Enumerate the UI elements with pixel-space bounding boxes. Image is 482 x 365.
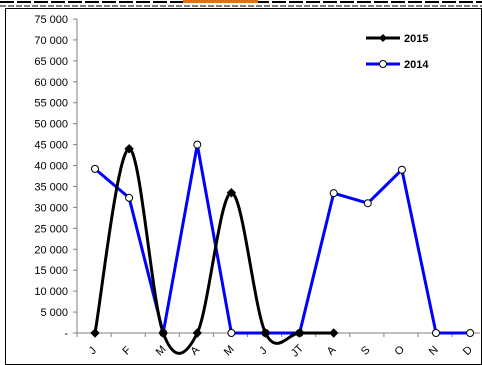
y-tick-label: 35 000 [34,181,68,193]
data-point-2014 [466,329,475,337]
data-point-2014 [397,165,406,174]
y-tick-label: 15 000 [34,265,68,277]
y-tick-label: 40 000 [34,161,68,173]
x-tick-label: S [359,344,373,358]
series-line-2015 [93,147,334,355]
x-tick-label: M [154,343,169,358]
data-point-2014 [329,189,338,198]
data-point-2014 [193,140,202,149]
x-tick-label: F [120,344,133,357]
y-tick-label: 70 000 [34,35,68,47]
data-point-2015 [124,144,134,154]
legend-marker-2015 [379,34,387,42]
x-tick-label: D [461,344,475,358]
y-tick-label: 75 000 [34,14,68,26]
y-tick-label: 65 000 [34,56,68,68]
x-tick-label: JT [289,342,306,359]
x-tick-label: N [427,344,441,358]
data-point-2014 [227,329,236,337]
y-tick-label: 10 000 [34,286,68,298]
series-layer [90,140,475,355]
legend-marker-2014 [379,60,387,68]
x-tick-label: O [393,343,408,358]
x-tick-label: J [257,345,269,357]
x-tick-label: J [87,345,99,357]
series-line-2014 [94,143,471,335]
data-point-2015 [328,328,339,338]
x-tick-label: A [325,344,339,358]
data-point-2015 [226,188,237,198]
y-tick-label: 30 000 [34,202,68,214]
top-border [0,0,482,7]
y-tick-label: 55 000 [34,98,68,110]
data-point-2014 [91,164,99,173]
data-point-2014 [432,329,440,337]
data-point-2015 [158,328,168,338]
y-tick-label: 50 000 [34,119,68,131]
data-point-2014 [125,193,134,202]
y-tick-label: 60 000 [34,77,68,89]
data-point-2014 [363,199,372,208]
y-tick-label: 25 000 [34,223,68,235]
top-accent-bar [183,0,258,3]
y-tick-label: 20 000 [34,244,68,256]
y-tick-label: - [64,328,68,340]
legend-label-2014: 2014 [404,59,429,71]
legend-label-2015: 2015 [404,33,428,45]
y-tick-label: 5 000 [40,307,68,319]
data-point-2015 [192,328,203,338]
x-tick-label: M [222,343,237,358]
data-point-2015 [260,328,271,338]
data-point-2015 [90,328,100,338]
data-point-2015 [294,328,305,338]
legend: 2015 2014 [366,33,429,71]
y-tick-label: 45 000 [34,140,68,152]
